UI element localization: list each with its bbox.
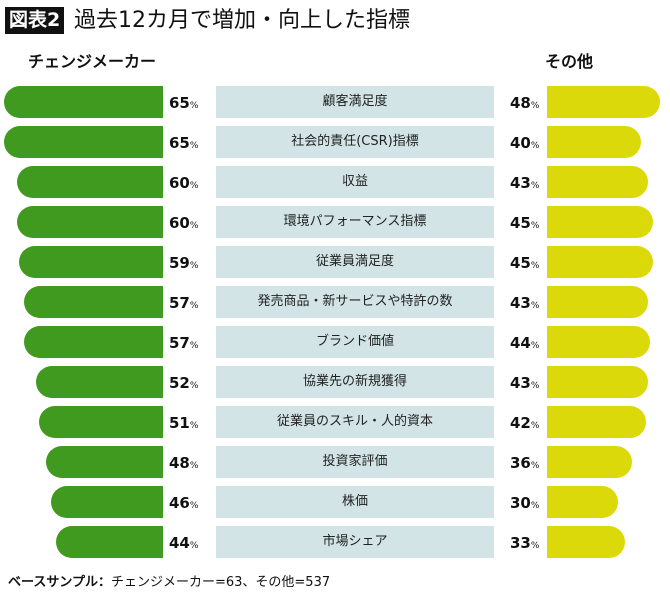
- value-label-changemaker: 65%: [169, 94, 199, 112]
- bar-changemaker: [45, 446, 163, 478]
- category-label: 従業員のスキル・人的資本: [216, 406, 494, 438]
- value-label-others: 44%: [510, 334, 540, 352]
- chart-title: 過去12カ月で増加・向上した指標: [74, 8, 410, 33]
- bar-changemaker: [4, 86, 163, 118]
- bar-others: [547, 406, 646, 438]
- category-label: 投資家評価: [216, 446, 494, 478]
- bar-changemaker: [16, 206, 163, 238]
- bar-others: [547, 86, 660, 118]
- legend-changemaker: チェンジメーカー: [28, 52, 157, 71]
- value-label-others: 48%: [510, 94, 540, 112]
- value-label-changemaker: 57%: [169, 294, 199, 312]
- footnote-label: ベースサンプル：: [8, 575, 111, 590]
- category-label: ブランド価値: [216, 326, 494, 358]
- category-label: 協業先の新規獲得: [216, 366, 494, 398]
- bar-others: [547, 446, 632, 478]
- value-label-others: 43%: [510, 294, 540, 312]
- value-label-others: 33%: [510, 534, 540, 552]
- value-label-others: 43%: [510, 374, 540, 392]
- category-label: 発売商品・新サービスや特許の数: [216, 286, 494, 318]
- value-label-others: 42%: [510, 414, 540, 432]
- bar-changemaker: [16, 166, 163, 198]
- value-label-changemaker: 52%: [169, 374, 199, 392]
- bar-others: [547, 366, 649, 398]
- category-label: 収益: [216, 166, 494, 198]
- footnote: ベースサンプル：チェンジメーカー=63、その他=537: [8, 571, 330, 590]
- bar-changemaker: [36, 366, 163, 398]
- category-label: 株価: [216, 486, 494, 518]
- bar-others: [547, 126, 641, 158]
- value-label-others: 43%: [510, 174, 540, 192]
- value-label-others: 36%: [510, 454, 540, 472]
- category-label: 従業員満足度: [216, 246, 494, 278]
- bar-changemaker: [55, 526, 163, 558]
- bar-changemaker: [50, 486, 163, 518]
- value-label-changemaker: 57%: [169, 334, 199, 352]
- bar-changemaker: [38, 406, 163, 438]
- value-label-changemaker: 60%: [169, 174, 199, 192]
- bar-others: [547, 486, 618, 518]
- value-label-changemaker: 65%: [169, 134, 199, 152]
- value-label-changemaker: 59%: [169, 254, 199, 272]
- bar-others: [547, 286, 649, 318]
- bar-changemaker: [4, 126, 163, 158]
- value-label-changemaker: 48%: [169, 454, 199, 472]
- bar-others: [547, 526, 625, 558]
- category-label: 顧客満足度: [216, 86, 494, 118]
- category-label: 環境パフォーマンス指標: [216, 206, 494, 238]
- value-label-others: 45%: [510, 214, 540, 232]
- bar-changemaker: [23, 286, 163, 318]
- figure-badge: 図表2: [5, 7, 65, 34]
- value-label-changemaker: 46%: [169, 494, 199, 512]
- bar-changemaker: [23, 326, 163, 358]
- bar-others: [547, 206, 653, 238]
- category-label: 社会的責任(CSR)指標: [216, 126, 494, 158]
- bar-others: [547, 166, 649, 198]
- category-label: 市場シェア: [216, 526, 494, 558]
- value-label-changemaker: 60%: [169, 214, 199, 232]
- footnote-text: チェンジメーカー=63、その他=537: [110, 575, 331, 590]
- value-label-others: 45%: [510, 254, 540, 272]
- bar-others: [547, 326, 651, 358]
- bar-changemaker: [19, 246, 163, 278]
- value-label-changemaker: 51%: [169, 414, 199, 432]
- legend-others: その他: [545, 52, 594, 71]
- value-label-others: 40%: [510, 134, 540, 152]
- value-label-others: 30%: [510, 494, 540, 512]
- bar-others: [547, 246, 653, 278]
- value-label-changemaker: 44%: [169, 534, 199, 552]
